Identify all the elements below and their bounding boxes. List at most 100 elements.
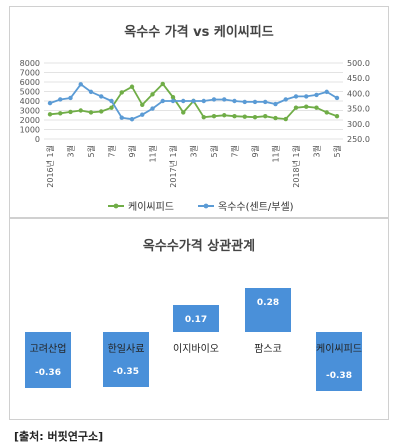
legend-marker	[113, 203, 119, 209]
y-left-tick-label: 6000	[20, 78, 40, 87]
y-right-tick-label: 300.0	[347, 120, 370, 129]
data-point-series-2	[324, 89, 329, 95]
x-tick-label: 2016년 1월	[45, 145, 55, 188]
y-right-tick-label: 400.0	[347, 89, 370, 98]
bar-value-label: 0.28	[256, 298, 280, 309]
legend-label: 케이씨피드	[128, 201, 174, 213]
bar-category-label: 이지바이오	[173, 343, 219, 355]
data-point-series-2	[232, 98, 237, 104]
x-tick-label: 3월	[312, 145, 322, 157]
data-point-series-2	[263, 99, 268, 105]
data-point-series-2	[304, 94, 309, 99]
x-tick-label: 2018년 1월	[291, 145, 301, 188]
data-point-series-2	[119, 115, 124, 120]
x-tick-label: 7월	[107, 145, 117, 157]
data-point-series-1	[160, 81, 165, 87]
correlation-bar: 이지바이오 0.17	[173, 305, 219, 355]
data-point-series-2	[181, 98, 186, 104]
x-tick-label: 9월	[127, 145, 137, 157]
x-tick-label: 11월	[148, 145, 158, 163]
data-point-series-2	[191, 98, 196, 104]
y-left-tick-label: 3000	[20, 107, 40, 116]
data-point-series-2	[293, 94, 299, 99]
data-point-series-1	[201, 114, 206, 120]
data-point-series-2	[334, 95, 340, 101]
x-tick-label: 11월	[271, 145, 281, 163]
bar-category-label: 고려산업	[29, 344, 67, 355]
data-point-series-1	[222, 113, 227, 118]
bar-category-label: 한일사료	[107, 344, 145, 355]
data-point-series-2	[140, 112, 145, 117]
data-point-series-1	[273, 115, 278, 121]
correlation-bar: 한일사료 -0.35	[103, 332, 149, 387]
data-point-series-1	[242, 114, 247, 119]
data-point-series-1	[334, 114, 340, 119]
data-point-series-1	[88, 110, 94, 115]
data-point-series-1	[263, 114, 268, 119]
source-note: [출처: 버핏연구소]	[14, 430, 104, 443]
data-point-series-2	[283, 97, 288, 102]
data-point-series-2	[109, 98, 114, 104]
data-point-series-1	[58, 111, 63, 116]
x-tick-label: 3월	[189, 145, 199, 157]
correlation-bar-chart: 고려산업 -0.36 한일사료 -0.35 이지바이오 0.17 팜스코 0.28 케이씨피드 -…	[10, 219, 388, 419]
y-left-tick-label: 2000	[20, 116, 40, 125]
data-point-series-1	[140, 102, 145, 108]
data-point-series-1	[324, 110, 329, 115]
data-point-series-2	[68, 95, 73, 101]
data-point-series-1	[78, 108, 83, 113]
data-point-series-1	[211, 114, 217, 119]
data-point-series-2	[78, 82, 83, 87]
x-tick-label: 3월	[66, 145, 76, 157]
bar-value-label: 0.17	[184, 315, 208, 326]
bar-value-label: -0.38	[326, 371, 352, 382]
data-point-series-2	[273, 101, 278, 107]
data-point-series-2	[170, 98, 176, 104]
data-point-series-2	[252, 99, 258, 105]
data-point-series-1	[170, 95, 176, 100]
data-point-series-1	[119, 90, 124, 95]
x-tick-label: 9월	[250, 145, 260, 157]
data-point-series-1	[150, 92, 155, 97]
correlation-bar: 팜스코 0.28	[245, 288, 291, 355]
y-left-tick-label: 4000	[20, 97, 40, 106]
bar-category-label: 케이씨피드	[316, 344, 362, 355]
data-point-series-2	[222, 97, 227, 102]
bar-value-label: -0.36	[35, 368, 61, 379]
data-point-series-1	[47, 112, 53, 117]
y-left-tick-label: 8000	[20, 59, 40, 68]
data-point-series-1	[129, 84, 135, 89]
y-right-tick-label: 350.0	[347, 105, 370, 114]
data-point-series-1	[99, 109, 104, 114]
bar-category-label: 팜스코	[254, 343, 282, 355]
data-point-series-2	[314, 92, 319, 98]
x-tick-label: 5월	[209, 145, 219, 157]
legend-marker	[203, 203, 209, 209]
data-point-series-2	[242, 99, 247, 105]
data-point-series-2	[129, 117, 135, 122]
y-right-tick-label: 500.0	[347, 59, 370, 68]
price-chart-panel: 옥수수 가격 vs 케이씨피드 0 1000 2000 3000 4000 5000 600…	[9, 6, 389, 218]
y-right-tick-label: 250.0	[347, 135, 370, 144]
data-point-series-1	[232, 114, 237, 119]
data-point-series-1	[304, 104, 309, 109]
data-point-series-1	[314, 105, 319, 110]
data-point-series-2	[88, 89, 94, 95]
data-point-series-2	[211, 97, 217, 102]
data-point-series-1	[68, 109, 73, 115]
data-point-series-2	[201, 98, 206, 104]
data-point-series-2	[150, 106, 155, 111]
data-point-series-2	[99, 94, 104, 99]
y-left-tick-label: 1000	[20, 126, 40, 135]
price-chart-title: 옥수수 가격 vs 케이씨피드	[124, 25, 274, 40]
y-left-tick-label: 0	[35, 135, 40, 144]
data-point-series-2	[58, 97, 63, 102]
data-point-series-1	[283, 116, 288, 122]
data-point-series-1	[252, 114, 258, 120]
correlation-chart-title: 옥수수가격 상관관계	[142, 239, 256, 254]
data-point-series-1	[181, 110, 186, 115]
x-tick-label: 7월	[230, 145, 240, 157]
y-left-tick-label: 5000	[20, 88, 40, 97]
y-right-tick-label: 450.0	[347, 74, 370, 83]
